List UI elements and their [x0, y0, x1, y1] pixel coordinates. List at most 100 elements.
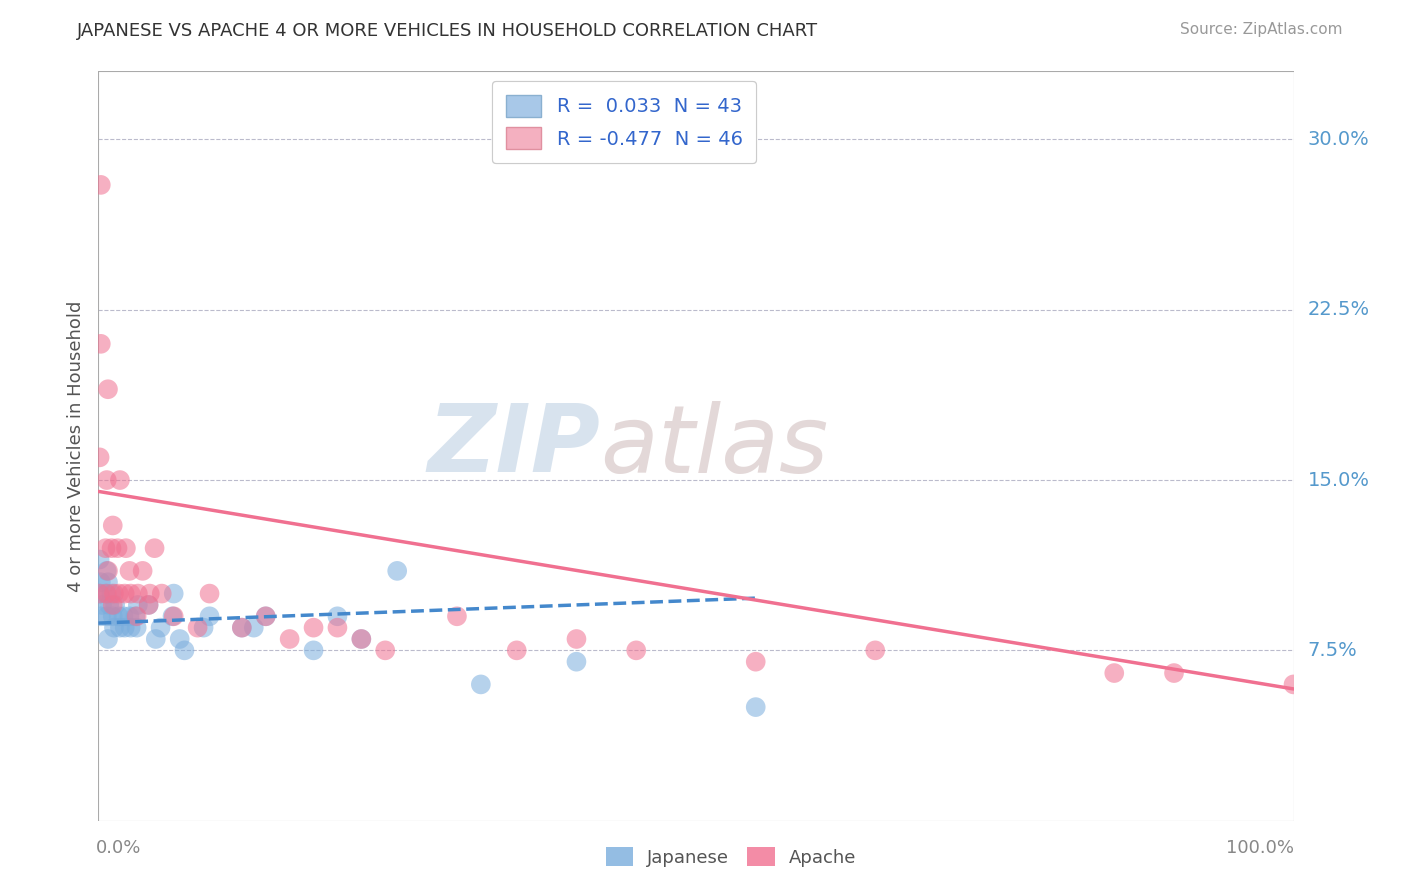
Point: [326, 609, 349, 624]
Point: [94, 541, 117, 556]
Point: [101, 598, 124, 612]
Point: [565, 655, 588, 669]
Point: [97, 564, 120, 578]
Point: [506, 643, 529, 657]
Point: [124, 609, 146, 624]
Point: [350, 632, 373, 646]
Point: [96, 473, 118, 487]
Point: [162, 609, 184, 624]
Point: [118, 609, 141, 624]
Point: [385, 564, 409, 578]
Point: [90, 575, 112, 590]
Point: [138, 598, 160, 612]
Point: [100, 586, 122, 600]
Point: [626, 643, 648, 657]
Point: [112, 609, 135, 624]
Text: 100.0%: 100.0%: [1226, 839, 1294, 857]
Point: [89, 586, 111, 600]
Point: [231, 621, 253, 635]
Point: [120, 586, 142, 600]
Point: [97, 575, 120, 590]
Point: [98, 598, 121, 612]
Point: [125, 621, 148, 635]
Point: [101, 518, 124, 533]
Point: [114, 621, 136, 635]
Point: [149, 621, 172, 635]
Point: [374, 643, 396, 657]
Text: 30.0%: 30.0%: [1308, 130, 1369, 149]
Point: [125, 609, 148, 624]
Legend: Japanese, Apache: Japanese, Apache: [599, 840, 863, 874]
Point: [470, 677, 492, 691]
Point: [1163, 666, 1185, 681]
Point: [96, 609, 118, 624]
Point: [350, 632, 373, 646]
Point: [96, 586, 118, 600]
Point: [198, 586, 221, 600]
Y-axis label: 4 or more Vehicles in Household: 4 or more Vehicles in Household: [66, 301, 84, 591]
Point: [231, 621, 253, 635]
Point: [193, 621, 215, 635]
Point: [89, 552, 111, 566]
Text: 22.5%: 22.5%: [1308, 301, 1369, 319]
Point: [89, 586, 111, 600]
Point: [1282, 677, 1305, 691]
Text: Source: ZipAtlas.com: Source: ZipAtlas.com: [1180, 22, 1343, 37]
Text: 7.5%: 7.5%: [1308, 640, 1358, 660]
Text: ZIP: ZIP: [427, 400, 600, 492]
Point: [89, 450, 111, 465]
Text: JAPANESE VS APACHE 4 OR MORE VEHICLES IN HOUSEHOLD CORRELATION CHART: JAPANESE VS APACHE 4 OR MORE VEHICLES IN…: [77, 22, 818, 40]
Point: [187, 621, 209, 635]
Point: [865, 643, 887, 657]
Point: [446, 609, 468, 624]
Legend: R =  0.033  N = 43, R = -0.477  N = 46: R = 0.033 N = 43, R = -0.477 N = 46: [492, 81, 756, 163]
Point: [139, 586, 162, 600]
Point: [1104, 666, 1126, 681]
Point: [90, 178, 112, 192]
Point: [107, 609, 129, 624]
Text: 0.0%: 0.0%: [96, 839, 142, 857]
Point: [163, 586, 186, 600]
Point: [173, 643, 195, 657]
Point: [108, 621, 131, 635]
Point: [745, 655, 768, 669]
Point: [302, 643, 325, 657]
Point: [90, 609, 112, 624]
Point: [745, 700, 768, 714]
Point: [163, 609, 186, 624]
Point: [97, 382, 120, 396]
Point: [254, 609, 277, 624]
Point: [120, 621, 142, 635]
Point: [115, 541, 138, 556]
Point: [302, 621, 325, 635]
Point: [97, 632, 120, 646]
Point: [127, 586, 149, 600]
Point: [254, 609, 277, 624]
Point: [138, 598, 160, 612]
Point: [90, 336, 112, 351]
Point: [278, 632, 301, 646]
Point: [565, 632, 588, 646]
Point: [114, 586, 136, 600]
Point: [143, 541, 166, 556]
Point: [169, 632, 191, 646]
Point: [145, 632, 167, 646]
Text: 15.0%: 15.0%: [1308, 471, 1369, 490]
Point: [127, 598, 149, 612]
Point: [104, 598, 127, 612]
Point: [107, 586, 129, 600]
Point: [131, 564, 153, 578]
Point: [103, 586, 125, 600]
Text: atlas: atlas: [600, 401, 828, 491]
Point: [103, 621, 125, 635]
Point: [198, 609, 221, 624]
Point: [118, 564, 141, 578]
Point: [107, 541, 129, 556]
Point: [101, 609, 124, 624]
Point: [108, 473, 131, 487]
Point: [91, 598, 114, 612]
Point: [243, 621, 266, 635]
Point: [150, 586, 173, 600]
Point: [100, 541, 122, 556]
Point: [96, 564, 118, 578]
